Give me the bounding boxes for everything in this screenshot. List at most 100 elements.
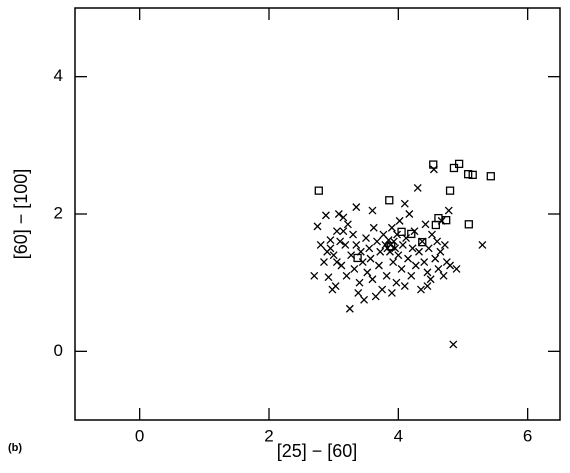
square-point	[353, 253, 362, 263]
cross-point	[407, 271, 416, 280]
y-tick-label: 0	[54, 341, 63, 360]
cross-point	[423, 268, 432, 277]
cross-point	[405, 210, 414, 218]
cross-point	[342, 271, 351, 280]
cross-point	[394, 251, 403, 260]
x-tick-label: 6	[523, 426, 532, 445]
cross-point	[440, 240, 449, 249]
cross-point	[446, 261, 455, 270]
y-tick-label: 2	[54, 203, 63, 222]
cross-point	[316, 240, 325, 249]
cross-point	[395, 216, 404, 225]
cross-point	[387, 289, 396, 297]
cross-point	[360, 295, 369, 304]
panel-label: (b)	[8, 442, 22, 454]
square-point	[445, 186, 455, 195]
cross-point	[341, 240, 350, 249]
cross-point	[355, 278, 364, 287]
cross-point	[337, 261, 346, 270]
cross-point	[371, 292, 380, 301]
cross-point	[449, 340, 458, 349]
cross-point	[326, 236, 335, 245]
cross-point	[329, 251, 338, 260]
cross-point	[376, 247, 385, 256]
cross-point	[421, 220, 430, 229]
cross-point	[363, 268, 372, 277]
cross-point	[331, 282, 340, 291]
square-point	[429, 160, 438, 169]
square-point	[387, 242, 396, 251]
cross-point	[374, 261, 383, 270]
cross-point	[400, 199, 409, 208]
cross-point	[358, 258, 367, 267]
cross-point	[373, 237, 381, 246]
cross-point	[393, 230, 401, 239]
cross-point	[478, 240, 487, 249]
cross-point	[387, 223, 396, 232]
cross-point	[411, 261, 420, 270]
cross-point	[339, 227, 348, 236]
x-tick-label: 2	[264, 426, 273, 445]
square-point	[407, 229, 416, 239]
cross-point	[389, 237, 398, 246]
cross-point	[433, 237, 442, 246]
cross-point	[397, 264, 406, 273]
cross-point	[354, 289, 363, 297]
cross-point	[444, 206, 453, 215]
cross-point	[349, 230, 358, 239]
square-point	[486, 172, 495, 181]
square-point	[442, 216, 451, 225]
cross-point	[378, 285, 387, 294]
cross-point	[368, 206, 377, 215]
cross-point	[339, 213, 348, 222]
square-point	[397, 227, 406, 237]
cross-point	[350, 264, 359, 273]
cross-point	[336, 237, 345, 246]
cross-point	[428, 230, 436, 239]
cross-point	[320, 258, 328, 267]
cross-point	[313, 222, 322, 231]
cross-point	[382, 271, 391, 280]
cross-point	[423, 282, 432, 291]
y-axis-label: [60] − [100]	[11, 169, 31, 260]
cross-point	[352, 240, 361, 249]
square-point	[431, 220, 440, 230]
cross-point	[326, 244, 335, 253]
cross-point	[352, 203, 361, 212]
cross-point	[324, 273, 333, 282]
cross-point	[365, 244, 374, 253]
cross-point	[392, 278, 401, 287]
cross-point	[334, 210, 343, 218]
square-point	[468, 170, 477, 180]
x-tick-label: 4	[394, 426, 403, 445]
cross-point	[426, 275, 435, 284]
square-point	[314, 186, 323, 195]
cross-point	[420, 258, 429, 267]
plot-frame	[74, 7, 561, 421]
cross-point	[310, 271, 319, 280]
cross-point	[389, 258, 398, 267]
cross-point	[343, 220, 352, 229]
cross-point	[415, 247, 423, 256]
cross-point	[404, 254, 412, 263]
cross-point	[369, 223, 378, 232]
square-point	[464, 220, 473, 229]
cross-point	[400, 282, 409, 291]
cross-point	[368, 275, 377, 284]
y-tick-label: 4	[54, 66, 63, 85]
cross-point	[431, 254, 440, 263]
cross-point	[408, 244, 417, 253]
cross-point	[436, 247, 445, 256]
x-tick-label: 0	[135, 426, 144, 445]
cross-point	[417, 285, 425, 294]
cross-point	[345, 304, 354, 313]
cross-point	[362, 234, 370, 242]
cross-point	[321, 211, 330, 220]
cross-point	[439, 271, 448, 280]
cross-point	[434, 264, 443, 273]
square-point	[449, 163, 459, 173]
cross-point	[452, 264, 461, 273]
cross-point	[398, 240, 407, 249]
cross-point	[332, 227, 341, 236]
